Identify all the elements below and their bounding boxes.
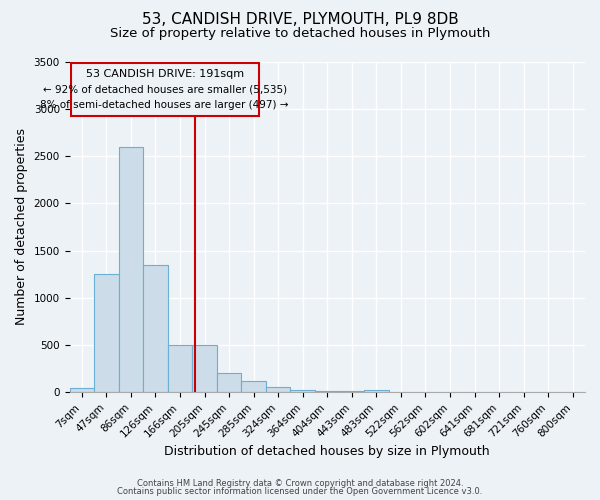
Bar: [217, 374, 241, 392]
Bar: [119, 146, 143, 392]
Text: 53, CANDISH DRIVE, PLYMOUTH, PL9 8DB: 53, CANDISH DRIVE, PLYMOUTH, PL9 8DB: [142, 12, 458, 28]
Bar: [192, 345, 217, 393]
Bar: [241, 381, 266, 392]
Bar: [315, 391, 340, 392]
Bar: [143, 264, 168, 392]
Text: 53 CANDISH DRIVE: 191sqm: 53 CANDISH DRIVE: 191sqm: [86, 70, 244, 80]
Text: 8% of semi-detached houses are larger (497) →: 8% of semi-detached houses are larger (4…: [40, 100, 289, 110]
Bar: [94, 274, 119, 392]
Bar: [364, 390, 389, 392]
Bar: [266, 387, 290, 392]
X-axis label: Distribution of detached houses by size in Plymouth: Distribution of detached houses by size …: [164, 444, 490, 458]
Text: ← 92% of detached houses are smaller (5,535): ← 92% of detached houses are smaller (5,…: [43, 84, 287, 94]
Bar: [290, 390, 315, 392]
Bar: [70, 388, 94, 392]
Text: Contains public sector information licensed under the Open Government Licence v3: Contains public sector information licen…: [118, 487, 482, 496]
Bar: [71, 64, 259, 116]
Text: Contains HM Land Registry data © Crown copyright and database right 2024.: Contains HM Land Registry data © Crown c…: [137, 478, 463, 488]
Y-axis label: Number of detached properties: Number of detached properties: [15, 128, 28, 326]
Text: Size of property relative to detached houses in Plymouth: Size of property relative to detached ho…: [110, 28, 490, 40]
Bar: [168, 345, 192, 393]
